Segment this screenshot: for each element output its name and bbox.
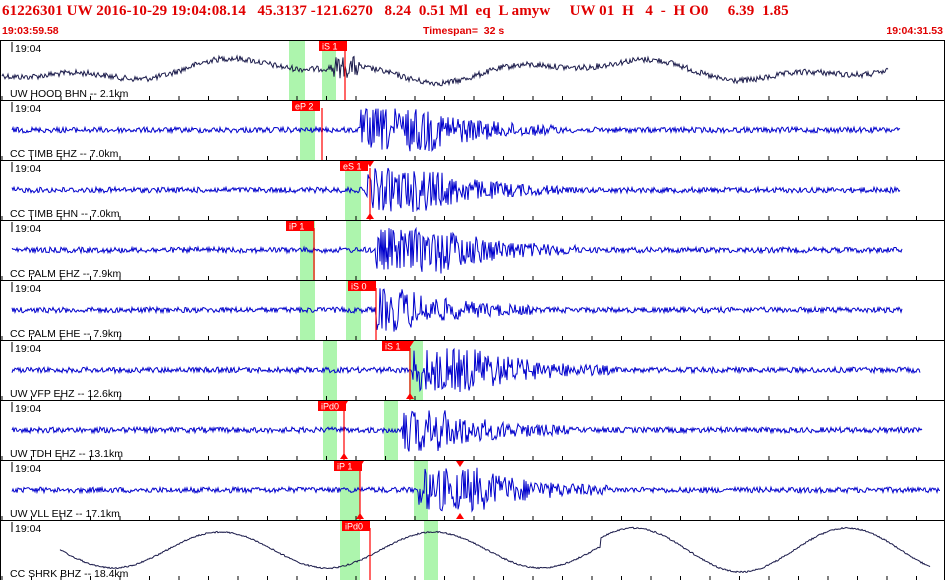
pick-marker-triangle [356,461,364,467]
pick-marker-triangle [456,461,464,467]
phase-window-band [346,281,361,340]
pick-marker-triangle [366,161,374,167]
waveform-trace [11,226,903,274]
station-label: UW VFP EHZ -- 12.6km [10,388,122,400]
phase-window-band [414,461,428,520]
panel-start-time: 19:04 [15,523,41,535]
timespan-label: Timespan= 32 s [423,25,505,37]
event-summary-line: 61226301 UW 2016-10-29 19:04:08.14 45.31… [2,3,789,19]
station-panel[interactable]: iS 1 19:04 UW HOOD BHN -- 2.1km [0,40,945,101]
pick-marker-triangle [456,513,464,519]
pick-marker-triangle [340,453,348,459]
waveform-trace [59,526,931,574]
station-panel[interactable]: iS 0 19:04 CC PALM EHE -- 7.9km [0,280,945,341]
pick-marker-triangle [366,213,374,219]
pick-marker-triangle [406,393,414,399]
pick-flag-label: iP 1 [289,222,304,232]
station-panel[interactable]: iPd0 19:04 UW TDH EHZ -- 13.1km [0,400,945,461]
station-label: CC PALM EHZ -- 7.9km [10,268,121,280]
pick-flag[interactable] [286,221,314,231]
pick-flag-label: iPd0 [345,522,363,532]
panel-frame [0,520,945,580]
pick-flag-label: eP 2 [295,102,313,112]
pick-flag[interactable] [348,281,376,291]
waveform-trace [11,108,901,152]
station-label: CC TIMB EHZ -- 7.0km [10,148,119,160]
station-label: UW HOOD BHN -- 2.1km [10,88,129,100]
pick-flag[interactable] [334,461,362,471]
phase-window-band [289,41,305,100]
station-panel[interactable]: iS 1 19:04 UW VFP EHZ -- 12.6km [0,340,945,401]
panel-start-time: 19:04 [15,403,41,415]
waveform-trace [1,54,889,87]
station-panel[interactable]: iP 1 19:04 CC PALM EHZ -- 7.9km [0,220,945,281]
pick-flag-label: iS 0 [351,282,367,292]
station-label: CC PALM EHE -- 7.9km [10,328,122,340]
panel-start-time: 19:04 [15,163,41,175]
window-start-time: 19:03:59.58 [2,25,59,37]
pick-marker-triangle [340,401,348,407]
station-panel[interactable]: eS 1 19:04 CC TIMB EHN -- 7.0km [0,160,945,221]
pick-marker-triangle [406,341,414,347]
panel-start-time: 19:04 [15,343,41,355]
pick-flag[interactable] [340,161,368,171]
pick-flag[interactable] [319,41,347,51]
station-label: CC TIMB EHN -- 7.0km [10,208,120,220]
waveform-trace [11,410,923,452]
pick-flag-label: iP 1 [337,462,352,472]
panel-start-time: 19:04 [15,103,41,115]
waveform-trace [11,467,940,513]
phase-window-band [322,41,336,100]
phase-window-band [340,521,360,580]
station-panel[interactable]: eP 2 19:04 CC TIMB EHZ -- 7.0km [0,100,945,161]
pick-flag[interactable] [318,401,346,411]
station-label: UW TDH EHZ -- 13.1km [10,448,123,460]
pick-flag[interactable] [342,521,370,531]
station-panel[interactable]: iPd0 19:04 CC SHRK BHZ -- 18.4km [0,520,945,580]
seismogram-panels[interactable]: iS 1 19:04 UW HOOD BHN -- 2.1km eP 2 19:04 CC… [0,40,945,580]
station-label: UW VLL EHZ -- 17.1km [10,508,120,520]
window-end-time: 19:04:31.53 [886,25,943,37]
waveform-trace [11,347,921,393]
event-header: 61226301 UW 2016-10-29 19:04:08.14 45.31… [0,0,945,40]
pick-flag[interactable] [382,341,410,351]
phase-window-band [424,521,438,580]
pick-marker-triangle [356,513,364,519]
station-panel[interactable]: iP 1 19:04 UW VLL EHZ -- 17.1km [0,460,945,521]
panel-start-time: 19:04 [15,223,41,235]
pick-flag-label: iS 1 [385,342,401,352]
panel-start-time: 19:04 [15,283,41,295]
phase-window-band [323,341,337,400]
phase-window-band [323,401,337,460]
pick-flag-label: iPd0 [321,402,339,412]
station-label: CC SHRK BHZ -- 18.4km [10,568,129,580]
waveform-trace [11,288,903,332]
pick-flag[interactable] [292,101,320,111]
waveform-trace [11,167,901,213]
panel-start-time: 19:04 [15,463,41,475]
panel-start-time: 19:04 [15,43,41,55]
pick-flag-label: iS 1 [322,42,338,52]
pick-flag-label: eS 1 [343,162,362,172]
